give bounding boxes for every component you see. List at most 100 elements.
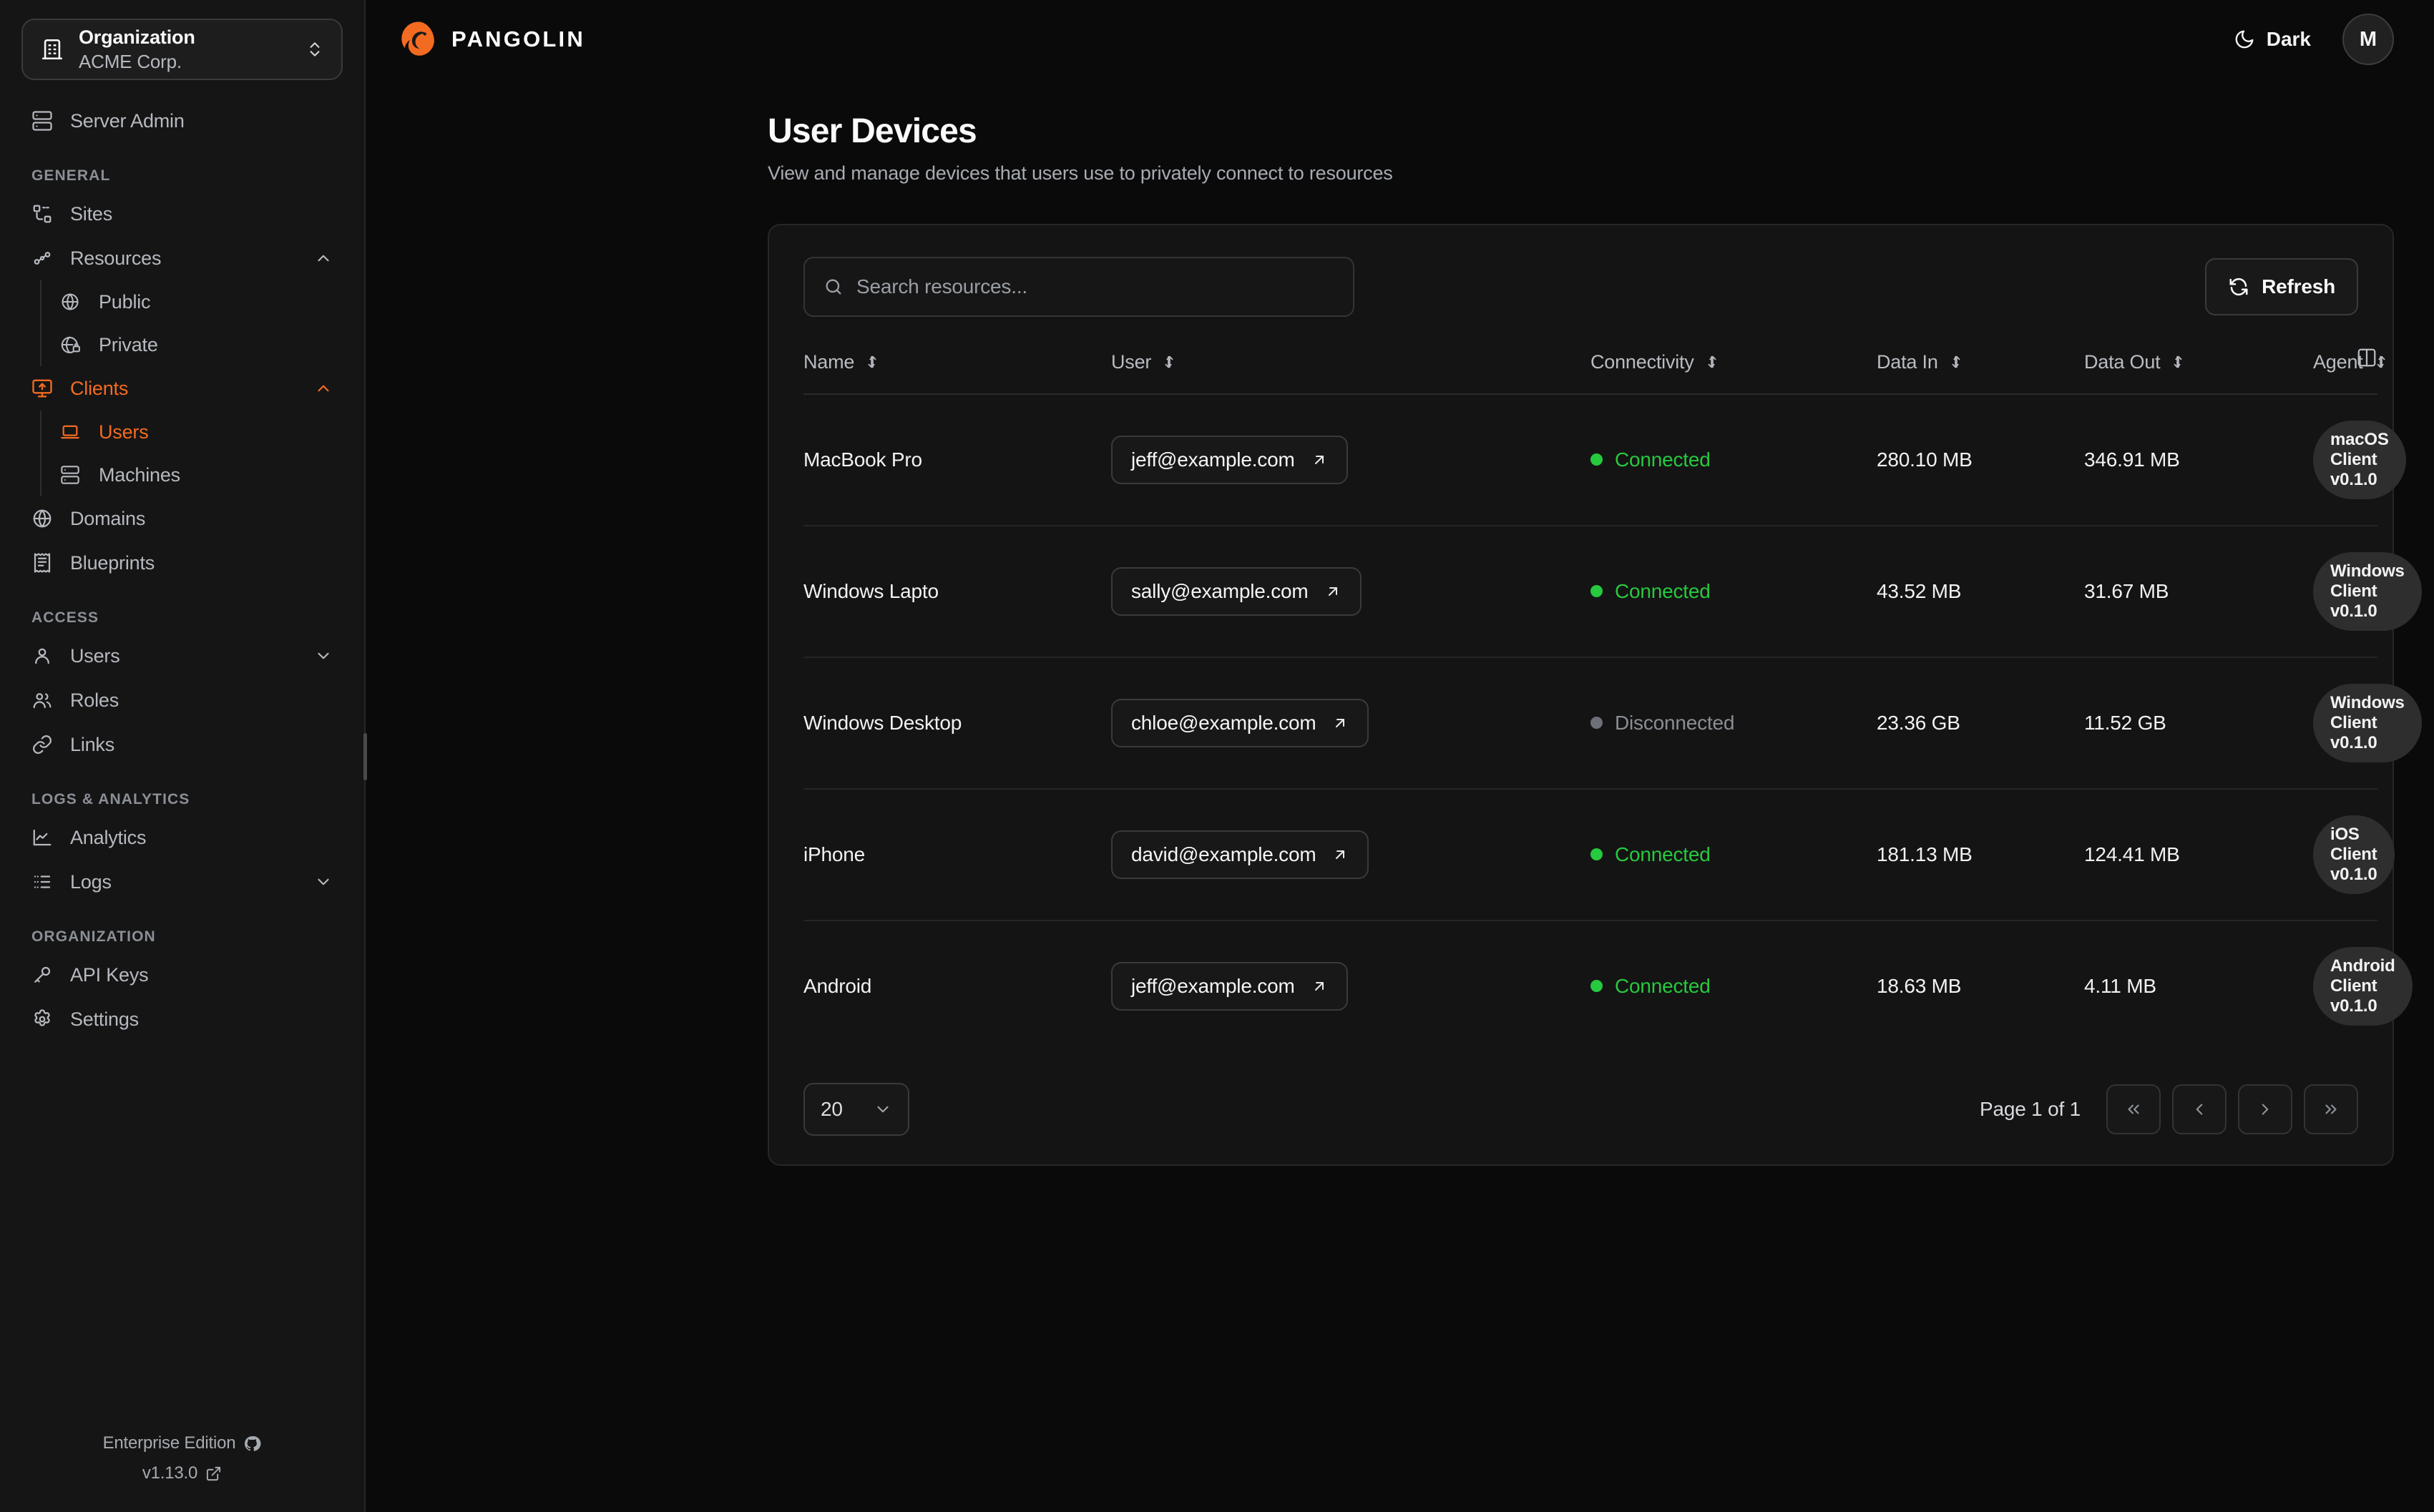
agent-badge: iOS Client v0.1.0 [2313,815,2395,894]
sidebar: Organization ACME Corp. Server Admin GEN… [0,0,367,1512]
chevron-up-icon[interactable] [314,249,333,267]
sidebar-item-private[interactable]: Private [50,323,343,366]
sidebar-item-label: Server Admin [70,109,185,132]
table-row[interactable]: Windows Desktop chloe@example.com Discon… [803,657,2422,790]
cell-connectivity: Connected [1590,921,1877,1051]
laptop-icon [60,422,83,442]
sidebar-item-settings[interactable]: Settings [21,997,343,1041]
org-name: ACME Corp. [79,50,182,72]
table-row[interactable]: Android jeff@example.com Connected [803,921,2413,1051]
users-icon [31,689,54,711]
prev-page-button[interactable] [2172,1084,2227,1134]
chevrons-left-icon [2124,1100,2143,1119]
table-row[interactable]: Windows Lapto sally@example.com Connecte… [803,525,2422,658]
cell-name: Android [803,974,872,997]
sidebar-item-blueprints[interactable]: Blueprints [21,541,343,585]
column-header-connectivity[interactable]: Connectivity [1590,346,1877,395]
sidebar-item-label: Resources [70,247,162,269]
sidebar-subnav-clients: Users Machines [40,411,343,496]
column-header-name[interactable]: Name [803,346,1111,395]
sidebar-item-analytics[interactable]: Analytics [21,815,343,860]
cell-user: david@example.com [1111,788,1590,921]
theme-toggle[interactable]: Dark [2234,28,2311,51]
sidebar-item-server-admin[interactable]: Server Admin [21,99,343,143]
chevron-down-icon[interactable] [314,873,333,891]
table-row[interactable]: iPhone david@example.com Connected [803,788,2395,921]
cell-data-in: 23.36 GB [1877,657,2084,790]
column-header-options[interactable] [2313,346,2377,395]
columns-icon[interactable] [2356,347,2377,368]
sidebar-item-label: Private [99,333,158,355]
user-email: chloe@example.com [1131,711,1316,734]
user-chip[interactable]: jeff@example.com [1111,435,1348,484]
table-body: MacBook Pro jeff@example.com Connected [803,393,2422,1051]
sidebar-item-clients[interactable]: Clients [21,366,343,411]
column-header-data-out[interactable]: Data Out [2084,346,2313,395]
status-dot-icon [1590,717,1603,730]
version-link[interactable]: v1.13.0 [142,1463,222,1483]
cell-data-in: 280.10 MB [1877,393,2084,526]
search-input[interactable] [856,275,1334,298]
refresh-button[interactable]: Refresh [2205,257,2358,315]
refresh-icon [2228,276,2249,298]
edition-link[interactable]: Enterprise Edition [103,1433,262,1453]
user-chip[interactable]: david@example.com [1111,830,1369,879]
cell-agent: Android Client v0.1.0 [2313,921,2413,1051]
chevron-down-icon[interactable] [314,647,333,665]
monitor-up-icon [31,378,54,399]
sidebar-item-machines[interactable]: Machines [50,453,343,496]
sidebar-item-resources[interactable]: Resources [21,236,343,280]
first-page-button[interactable] [2106,1084,2161,1134]
sidebar-item-users-clients[interactable]: Users [50,411,343,453]
column-header-user[interactable]: User [1111,346,1590,395]
cell-data-out: 11.52 GB [2084,657,2313,790]
sidebar-item-label: Analytics [70,826,147,848]
version-label: v1.13.0 [142,1463,198,1483]
user-email: david@example.com [1131,843,1316,865]
sidebar-group-organization: ORGANIZATION [31,928,156,945]
arrow-up-right-icon [1311,978,1328,995]
sidebar-item-sites[interactable]: Sites [21,192,343,236]
status-dot-icon [1590,980,1603,993]
key-icon [31,964,54,986]
user-email: jeff@example.com [1131,448,1295,471]
sidebar-item-label: Machines [99,463,180,486]
page-size-select[interactable]: 20 [803,1082,909,1136]
user-email: jeff@example.com [1131,974,1295,997]
sort-icon [1948,354,1964,370]
sidebar-item-domains[interactable]: Domains [21,496,343,541]
column-header-data-in[interactable]: Data In [1877,346,2084,395]
org-switcher[interactable]: Organization ACME Corp. [21,19,343,80]
sidebar-item-logs[interactable]: Logs [21,860,343,904]
sidebar-item-links[interactable]: Links [21,722,343,767]
card-toolbar: Refresh [803,256,2358,317]
pagination-buttons [2106,1084,2358,1134]
page-subtitle: View and manage devices that users use t… [768,162,1393,184]
sidebar-item-api-keys[interactable]: API Keys [21,953,343,997]
table-row[interactable]: MacBook Pro jeff@example.com Connected [803,393,2406,526]
sidebar-item-roles[interactable]: Roles [21,678,343,722]
user-chip[interactable]: chloe@example.com [1111,698,1369,747]
last-page-button[interactable] [2304,1084,2358,1134]
chevron-up-icon[interactable] [314,379,333,398]
globe-icon [60,292,83,312]
sidebar-item-public[interactable]: Public [50,280,343,323]
column-label: Connectivity [1590,350,1694,373]
user-chip[interactable]: jeff@example.com [1111,961,1348,1011]
column-label: Name [803,350,855,373]
cell-agent: iOS Client v0.1.0 [2313,788,2395,921]
user-chip[interactable]: sally@example.com [1111,566,1362,616]
line-chart-icon [31,827,54,848]
resources-icon [31,247,54,269]
brand-logo[interactable]: PANGOLIN [399,19,585,59]
avatar[interactable]: M [2342,14,2394,65]
cell-agent: Windows Client v0.1.0 [2313,657,2422,790]
status-badge: Connected [1590,975,1877,998]
status-label: Connected [1615,974,1711,997]
sidebar-item-label: Clients [70,377,129,399]
next-page-button[interactable] [2238,1084,2292,1134]
column-label: Data In [1877,350,1938,373]
sidebar-item-users[interactable]: Users [21,634,343,678]
search-box[interactable] [803,256,1354,317]
sidebar-resize-handle[interactable] [363,733,367,780]
